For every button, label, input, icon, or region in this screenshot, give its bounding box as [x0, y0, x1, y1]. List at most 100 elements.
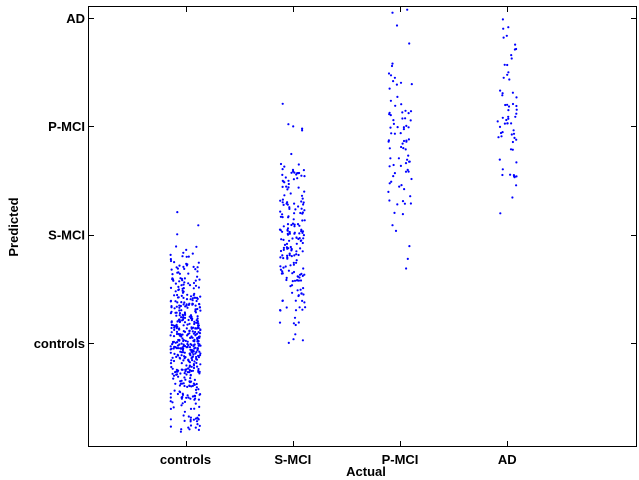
data-point-controls [196, 317, 199, 320]
data-point-controls [171, 372, 174, 375]
data-point-ad [499, 131, 503, 135]
data-point-s-mci [294, 309, 298, 312]
data-point-controls [185, 264, 188, 267]
data-point-p-mci [409, 195, 412, 198]
data-point-s-mci [300, 272, 303, 275]
data-point-controls [179, 372, 182, 375]
data-point-controls [193, 296, 196, 299]
data-point-controls [176, 370, 179, 373]
data-point-p-mci [401, 213, 404, 216]
data-point-p-mci [405, 124, 408, 127]
data-point-controls [197, 286, 200, 289]
data-point-controls [198, 372, 201, 375]
data-point-p-mci [402, 128, 405, 131]
data-point-controls [177, 285, 180, 288]
data-point-controls [178, 314, 181, 317]
data-point-p-mci [394, 104, 397, 107]
data-point-s-mci [281, 173, 284, 176]
data-point-s-mci [289, 264, 292, 267]
data-point-ad [513, 136, 516, 139]
data-point-p-mci [404, 117, 407, 120]
data-point-controls [170, 326, 173, 330]
data-point-s-mci [295, 253, 298, 256]
data-point-controls [188, 346, 192, 349]
data-point-ad [498, 125, 502, 128]
data-point-s-mci [281, 254, 284, 257]
data-point-controls [183, 316, 187, 319]
data-point-s-mci [282, 225, 285, 228]
data-point-controls [176, 325, 179, 328]
data-point-s-mci [287, 215, 290, 218]
data-point-ad [510, 57, 513, 60]
data-point-controls [197, 340, 200, 343]
data-point-controls [177, 354, 180, 357]
data-point-controls [182, 382, 185, 385]
data-point-s-mci [286, 201, 289, 204]
data-point-ad [501, 131, 504, 134]
data-point-controls [182, 339, 185, 342]
data-point-ad [507, 109, 510, 112]
data-point-s-mci [284, 265, 287, 268]
data-point-controls [193, 360, 196, 363]
data-point-controls [173, 389, 176, 392]
data-point-p-mci [395, 24, 399, 27]
data-point-controls [183, 301, 186, 304]
data-point-controls [191, 327, 194, 330]
data-point-s-mci [302, 287, 305, 290]
data-point-controls [182, 265, 185, 268]
data-point-s-mci [279, 265, 282, 268]
data-point-controls [183, 410, 186, 413]
data-point-controls [175, 355, 178, 358]
data-point-controls [169, 259, 173, 263]
data-point-controls [193, 407, 196, 410]
data-point-controls [186, 394, 189, 397]
y-tick-label: P-MCI [48, 119, 85, 134]
data-point-p-mci [387, 140, 390, 143]
data-point-s-mci [293, 316, 297, 319]
data-point-controls [195, 382, 198, 386]
data-point-s-mci [289, 192, 292, 195]
data-point-controls [173, 326, 176, 329]
data-point-s-mci [302, 234, 305, 237]
data-point-controls [178, 320, 181, 324]
data-point-controls [179, 277, 182, 280]
data-point-controls [186, 293, 189, 296]
data-point-controls [196, 337, 199, 340]
data-point-controls [187, 282, 190, 285]
data-point-controls [186, 371, 189, 374]
data-point-s-mci [298, 237, 301, 240]
data-point-controls [184, 356, 187, 359]
data-point-controls [179, 430, 182, 433]
data-point-ad [507, 117, 510, 120]
data-point-s-mci [301, 212, 304, 215]
data-point-controls [176, 211, 179, 214]
data-point-ad [501, 94, 504, 97]
data-point-p-mci [388, 165, 391, 168]
data-point-p-mci [409, 110, 413, 113]
x-tick-label: S-MCI [274, 452, 311, 467]
data-point-s-mci [287, 179, 290, 182]
data-point-s-mci [292, 322, 295, 325]
data-point-p-mci [392, 175, 395, 178]
data-point-s-mci [301, 274, 304, 277]
data-point-controls [199, 363, 202, 366]
data-point-p-mci [400, 103, 403, 106]
data-point-ad [509, 173, 512, 176]
data-point-ad [515, 138, 518, 141]
data-point-controls [192, 345, 195, 348]
data-point-s-mci [286, 257, 289, 260]
data-point-controls [185, 396, 188, 399]
data-point-s-mci [302, 293, 305, 296]
data-point-s-mci [279, 229, 282, 232]
data-point-controls [180, 404, 183, 407]
data-point-controls [181, 368, 184, 371]
data-point-ad [513, 48, 517, 51]
data-point-controls [184, 378, 187, 381]
data-point-controls [188, 428, 191, 431]
data-point-s-mci [281, 168, 284, 171]
data-point-ad [507, 26, 510, 29]
data-point-controls [189, 397, 192, 400]
data-point-controls [174, 382, 177, 385]
data-point-s-mci [293, 225, 296, 228]
data-point-s-mci [297, 294, 300, 297]
